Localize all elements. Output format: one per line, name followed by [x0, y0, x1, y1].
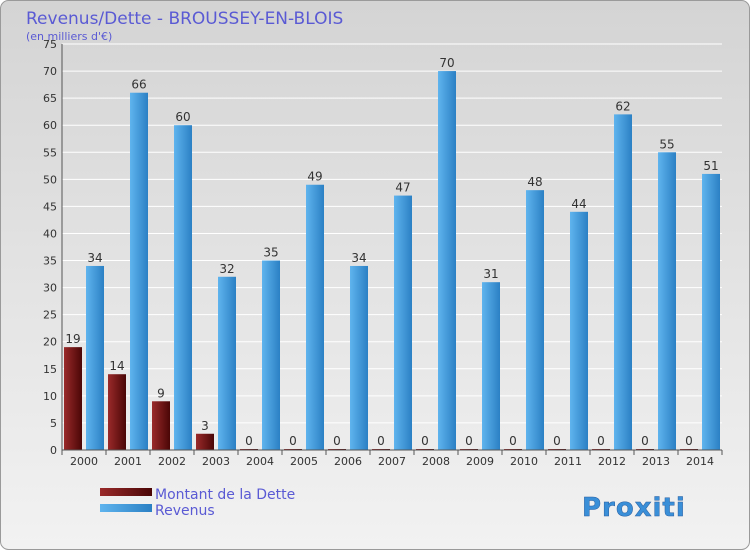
- data-label-revenus: 47: [395, 181, 410, 195]
- data-label-revenus: 34: [351, 251, 366, 265]
- y-tick-label: 30: [43, 282, 57, 295]
- bar-revenus: [482, 282, 500, 450]
- legend-label-debt: Montant de la Dette: [155, 487, 295, 503]
- legend: Montant de la Dette Revenus: [100, 487, 295, 519]
- x-tick-label: 2012: [598, 455, 626, 468]
- x-tick-label: 2009: [466, 455, 494, 468]
- data-label-revenus: 44: [571, 197, 586, 211]
- y-tick-label: 50: [43, 173, 57, 186]
- y-tick-label: 25: [43, 309, 57, 322]
- y-tick-label: 45: [43, 200, 57, 213]
- bar-debt: [152, 401, 170, 450]
- data-label-debt: 19: [65, 332, 80, 346]
- x-tick-label: 2008: [422, 455, 450, 468]
- data-label-debt: 0: [333, 434, 341, 448]
- y-tick-label: 75: [43, 38, 57, 51]
- bar-revenus: [306, 184, 324, 450]
- bar-revenus: [570, 211, 588, 450]
- data-label-debt: 0: [641, 434, 649, 448]
- data-label-revenus: 49: [307, 170, 322, 184]
- bar-revenus: [438, 71, 456, 451]
- legend-label-revenus: Revenus: [155, 503, 215, 519]
- data-label-debt: 0: [553, 434, 561, 448]
- y-tick-label: 0: [50, 444, 57, 457]
- bar-debt: [64, 347, 82, 450]
- data-label-debt: 0: [289, 434, 297, 448]
- bar-revenus: [350, 265, 368, 450]
- data-label-revenus: 35: [263, 246, 278, 260]
- x-tick-label: 2006: [334, 455, 362, 468]
- y-tick-label: 15: [43, 363, 57, 376]
- y-tick-label: 10: [43, 390, 57, 403]
- data-label-debt: 3: [201, 419, 209, 433]
- y-tick-label: 20: [43, 336, 57, 349]
- data-label-debt: 0: [377, 434, 385, 448]
- y-tick-label: 60: [43, 119, 57, 132]
- bar-revenus: [702, 173, 720, 451]
- x-tick-label: 2007: [378, 455, 406, 468]
- bar-revenus: [86, 265, 104, 450]
- data-label-revenus: 60: [175, 110, 190, 124]
- x-tick-label: 2004: [246, 455, 274, 468]
- data-label-revenus: 62: [615, 99, 630, 113]
- bar-debt: [108, 374, 126, 450]
- data-label-debt: 0: [509, 434, 517, 448]
- bar-revenus: [614, 114, 632, 450]
- data-label-debt: 0: [597, 434, 605, 448]
- x-tick-label: 2000: [70, 455, 98, 468]
- data-label-revenus: 34: [87, 251, 102, 265]
- x-tick-label: 2014: [686, 455, 714, 468]
- chart-title: Revenus/Dette - BROUSSEY-EN-BLOIS: [26, 9, 343, 29]
- data-label-debt: 0: [465, 434, 473, 448]
- bars-layer: 19 34 14 66 9 60 3 32 0 35 0 49 0 34 0 47 0 70 0 31 0 48 0 44 0 6…: [64, 56, 720, 451]
- data-label-revenus: 55: [659, 137, 674, 151]
- bar-revenus: [218, 276, 236, 450]
- data-label-debt: 9: [157, 386, 165, 400]
- x-tick-label: 2011: [554, 455, 582, 468]
- x-tick-label: 2003: [202, 455, 230, 468]
- x-tick-label: 2013: [642, 455, 670, 468]
- data-label-revenus: 32: [219, 262, 234, 276]
- y-tick-label: 55: [43, 146, 57, 159]
- data-label-revenus: 70: [439, 56, 454, 70]
- y-tick-label: 5: [50, 417, 57, 430]
- y-tick-label: 40: [43, 227, 57, 240]
- data-label-revenus: 66: [131, 78, 146, 92]
- logo-text: Proxiti: [582, 493, 686, 523]
- data-label-debt: 0: [685, 434, 693, 448]
- grid-layer: [62, 43, 722, 451]
- bar-revenus: [526, 190, 544, 450]
- bar-revenus: [130, 92, 148, 450]
- x-tick-label: 2001: [114, 455, 142, 468]
- data-label-revenus: 48: [527, 175, 542, 189]
- data-label-debt: 0: [421, 434, 429, 448]
- bar-revenus: [174, 125, 192, 450]
- data-label-debt: 0: [245, 434, 253, 448]
- proxiti-logo: Proxiti: [582, 493, 686, 524]
- chart-subtitle: (en milliers d'€): [26, 30, 112, 43]
- data-label-revenus: 51: [703, 159, 718, 173]
- legend-swatch-debt: [100, 488, 152, 496]
- bar-revenus: [262, 260, 280, 450]
- x-tick-label: 2010: [510, 455, 538, 468]
- data-label-revenus: 31: [483, 267, 498, 281]
- x-tick-label: 2002: [158, 455, 186, 468]
- bar-revenus: [394, 195, 412, 450]
- bar-revenus: [658, 152, 676, 450]
- x-tick-label: 2005: [290, 455, 318, 468]
- data-label-debt: 14: [109, 359, 124, 373]
- y-tick-label: 35: [43, 255, 57, 268]
- y-tick-label: 70: [43, 65, 57, 78]
- y-tick-label: 65: [43, 92, 57, 105]
- legend-swatch-revenus: [100, 504, 152, 512]
- bar-debt: [196, 433, 214, 450]
